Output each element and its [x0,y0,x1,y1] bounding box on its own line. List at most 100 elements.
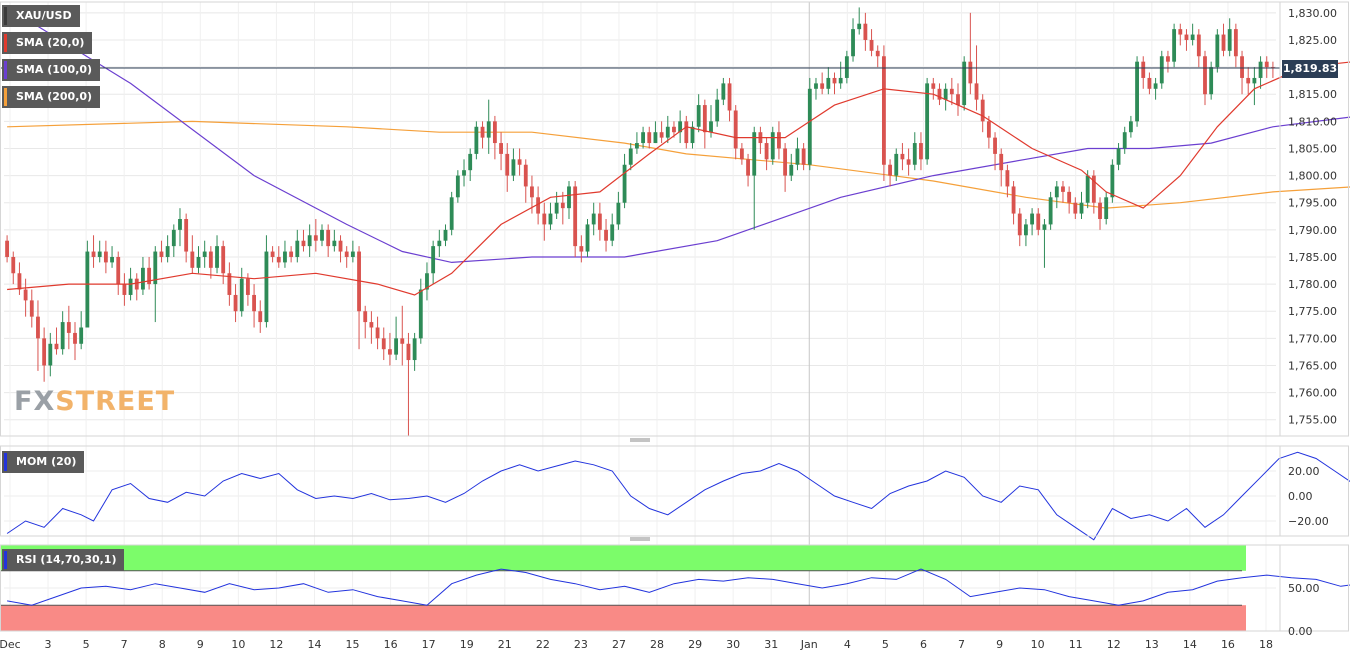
candle-body [696,105,701,127]
candle-body [548,213,553,225]
candle-body [1190,34,1195,40]
legend-label-sma20: SMA (20,0) [16,36,85,49]
candle-body [110,256,114,263]
legend-stripe [4,551,7,569]
candle-body [1036,213,1041,230]
legend-stripe [4,88,7,106]
candle-body [956,94,960,106]
candle-body [79,327,84,344]
legend-sma100[interactable]: SMA (100,0) [2,59,101,81]
candle-body [949,88,954,95]
candle-body [190,251,195,268]
candle-body [227,273,232,295]
candle-body [789,164,794,176]
price-tick-label: 1,800.00 [1288,170,1337,183]
candle-body [388,349,392,355]
candle-body [449,197,454,230]
candle-body [116,256,121,285]
candle-body [338,240,343,252]
candle-body [536,197,541,214]
legend-sma20[interactable]: SMA (20,0) [2,32,93,54]
candle-body [295,240,300,257]
candle-body [202,251,207,257]
x-tick-label: 23 [574,638,588,651]
candle-body [412,338,417,361]
candle-body [597,213,602,230]
rsi-line [7,568,1350,606]
candle-body [937,88,942,100]
candle-body [122,284,127,295]
candle-body [307,235,312,247]
x-tick-label: 4 [844,638,851,651]
legend-xauusd[interactable]: XAU/USD [2,5,80,27]
price-tick-label: 1,755.00 [1288,414,1337,427]
candle-body [499,143,503,154]
x-tick-label: 16 [384,638,398,651]
candle-body [943,88,948,100]
candle-body [73,332,77,344]
candle-body [221,246,226,274]
x-tick-label: 14 [1183,638,1197,651]
price-tick-label: 1,785.00 [1288,251,1337,264]
candle-body [641,132,646,144]
candle-body [1246,77,1251,84]
sma20-layer [7,61,1350,296]
candle-body [350,251,355,257]
candle-body [474,126,479,154]
legend-sma200[interactable]: SMA (200,0) [2,86,101,108]
candle-body [622,164,627,203]
candle-body [770,132,775,160]
legend-rsi[interactable]: RSI (14,70,30,1) [2,549,125,571]
candle-body [739,148,744,160]
candle-body [672,126,676,133]
candle-body [777,132,781,149]
candle-body [1017,213,1022,236]
axis-labels: Dec 3 5 7 8 9 10 12 14 15 16 17 19 21 22 23 27 28 29 30 31 Ja… [0,7,1337,651]
candle-body [820,83,825,89]
candle-body [542,213,547,225]
candle-body [986,121,991,138]
candle-body [925,83,930,160]
candle-body [233,294,238,312]
candle-body [48,343,53,366]
mom-tick-label: 0.00 [1288,490,1313,503]
candle-body [1252,77,1257,84]
candle-body [764,143,769,160]
candle-body [844,56,849,78]
candle-body [332,240,337,247]
candle-body [888,164,892,176]
candle-body [462,170,466,176]
candle-body [1172,29,1177,62]
candle-body [1141,61,1146,78]
x-tick-label: 28 [650,638,664,651]
candle-body [591,213,596,225]
candle-body [1178,29,1183,35]
price-tick-label: 1,765.00 [1288,359,1337,372]
candle-body [1024,224,1028,236]
candle-body [1054,186,1059,198]
candle-body [993,137,997,154]
price-tick-label: 1,795.00 [1288,197,1337,210]
legend-mom[interactable]: MOM (20) [2,451,85,473]
candle-body [208,251,213,268]
candle-body [783,148,788,176]
candle-body [425,273,429,290]
candle-body [733,110,738,149]
x-tick-label: 19 [460,638,474,651]
candle-body [1042,224,1047,230]
candle-body [968,61,973,84]
candle-body [1011,186,1016,214]
x-tick-label: 22 [536,638,550,651]
rsi-tick-label: 0.00 [1288,625,1313,638]
candle-body [1128,121,1133,133]
candle-body [906,159,911,165]
candle-body [900,153,905,160]
candle-body [1209,67,1214,95]
x-tick-label: 10 [1031,638,1045,651]
x-tick-label: 9 [996,638,1003,651]
candle-body [1098,202,1102,219]
candle-body [1153,83,1158,89]
mom-tick-label: 20.00 [1288,465,1320,478]
candle-body [560,202,565,209]
candle-body [134,278,139,290]
